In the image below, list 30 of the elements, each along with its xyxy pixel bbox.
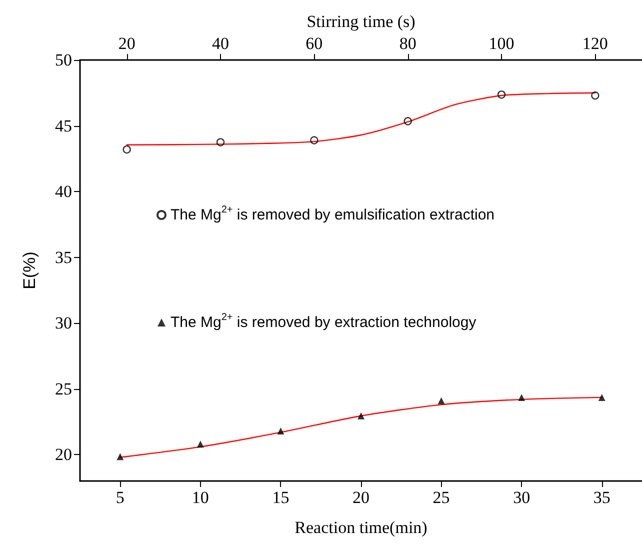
point	[518, 394, 526, 401]
x-tick-label: 10	[192, 488, 209, 507]
x-tick-label: 25	[432, 488, 450, 507]
x2-tick-label: 120	[582, 34, 608, 53]
point	[438, 397, 445, 404]
point	[116, 453, 124, 460]
y-tick-label: 45	[55, 116, 72, 136]
y-tick-label: 20	[55, 445, 72, 464]
x-axis-title: Reaction time(min)	[294, 518, 428, 537]
x-tick-label: 35	[593, 488, 610, 507]
x-tick-label: 30	[513, 488, 530, 507]
x-tick-label: 20	[352, 488, 370, 507]
y-tick-label: 30	[55, 314, 72, 333]
y-tick-label: 40	[55, 182, 72, 202]
x2-tick-label: 100	[488, 34, 514, 53]
x-tick-label: 5	[116, 488, 124, 507]
point	[358, 412, 364, 420]
x2-axis-title: Stirring time (s)	[306, 12, 416, 32]
x2-tick-label: 80	[399, 34, 416, 53]
x2-tick-label: 60	[306, 34, 323, 53]
y-tick-label: 35	[55, 248, 72, 267]
point	[196, 440, 204, 448]
x2-tick-label: 20	[118, 34, 136, 53]
point	[277, 428, 284, 435]
point	[598, 394, 606, 401]
x-tick-label: 15	[272, 488, 290, 507]
x2-tick-label: 40	[212, 34, 229, 53]
y-axis-title: E(%)	[20, 252, 39, 290]
y-tick-label: 50	[55, 50, 72, 70]
y-tick-label: 25	[55, 379, 72, 398]
